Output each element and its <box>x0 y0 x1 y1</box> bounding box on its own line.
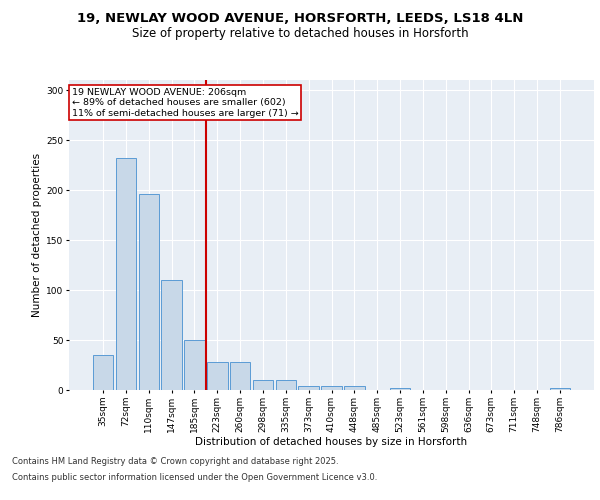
Bar <box>116 158 136 390</box>
Bar <box>321 386 342 390</box>
Bar <box>253 380 273 390</box>
Bar <box>550 388 570 390</box>
Y-axis label: Number of detached properties: Number of detached properties <box>32 153 42 317</box>
Bar <box>344 386 365 390</box>
Bar <box>207 362 227 390</box>
Text: 19 NEWLAY WOOD AVENUE: 206sqm
← 89% of detached houses are smaller (602)
11% of : 19 NEWLAY WOOD AVENUE: 206sqm ← 89% of d… <box>71 88 298 118</box>
Bar <box>161 280 182 390</box>
Text: Size of property relative to detached houses in Horsforth: Size of property relative to detached ho… <box>131 28 469 40</box>
Bar <box>230 362 250 390</box>
Bar <box>390 388 410 390</box>
Text: Contains HM Land Registry data © Crown copyright and database right 2025.: Contains HM Land Registry data © Crown c… <box>12 458 338 466</box>
Bar <box>275 380 296 390</box>
Bar <box>298 386 319 390</box>
Bar <box>93 355 113 390</box>
Bar <box>139 194 159 390</box>
Bar <box>184 340 205 390</box>
Text: 19, NEWLAY WOOD AVENUE, HORSFORTH, LEEDS, LS18 4LN: 19, NEWLAY WOOD AVENUE, HORSFORTH, LEEDS… <box>77 12 523 26</box>
Text: Contains public sector information licensed under the Open Government Licence v3: Contains public sector information licen… <box>12 472 377 482</box>
X-axis label: Distribution of detached houses by size in Horsforth: Distribution of detached houses by size … <box>196 438 467 448</box>
